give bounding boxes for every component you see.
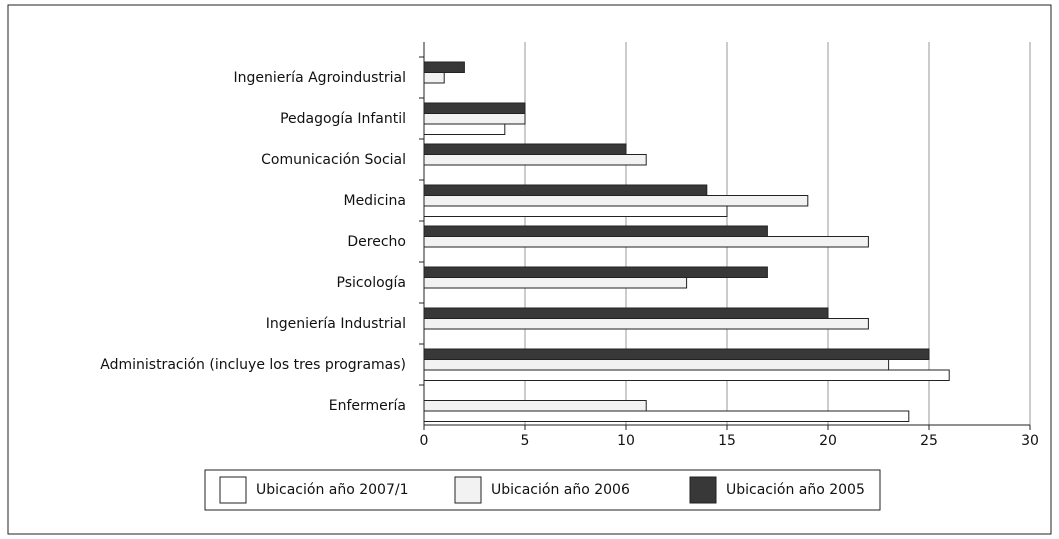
bar — [423, 72, 445, 84]
bar — [423, 123, 506, 135]
x-tick-label: 15 — [718, 433, 736, 449]
bar — [423, 225, 768, 237]
bar — [423, 359, 890, 371]
x-tick-label: 10 — [617, 433, 635, 449]
bar — [423, 143, 627, 155]
bar — [423, 318, 869, 330]
y-tick-label: Psicología — [337, 275, 406, 291]
legend-label: Ubicación año 2007/1 — [256, 482, 409, 498]
bar — [423, 277, 688, 289]
bar — [423, 266, 768, 278]
bar — [423, 400, 647, 412]
legend-swatch — [454, 476, 482, 504]
y-tick-label: Pedagogía Infantil — [280, 111, 406, 127]
y-tick-label: Derecho — [347, 234, 406, 250]
bar — [423, 205, 728, 217]
bar — [423, 348, 930, 360]
legend-box — [204, 469, 881, 511]
x-tick-label: 30 — [1021, 433, 1039, 449]
legend-swatch — [219, 476, 247, 504]
y-tick-label: Ingeniería Agroindustrial — [234, 70, 406, 86]
bar — [423, 236, 869, 248]
bar — [423, 102, 526, 114]
frame — [7, 4, 1052, 535]
legend-label: Ubicación año 2005 — [726, 482, 865, 498]
x-tick-label: 0 — [420, 433, 429, 449]
legend-label: Ubicación año 2006 — [491, 482, 630, 498]
bar — [423, 113, 526, 125]
y-tick-label: Administración (incluye los tres program… — [100, 357, 406, 373]
x-tick-label: 20 — [819, 433, 837, 449]
y-tick-label: Comunicación Social — [261, 152, 406, 168]
y-tick-label: Ingeniería Industrial — [266, 316, 406, 332]
y-tick-label: Medicina — [343, 193, 406, 209]
bar — [423, 195, 809, 207]
x-tick-label: 5 — [521, 433, 530, 449]
legend-swatch — [689, 476, 717, 504]
y-tick-label: Enfermería — [329, 398, 406, 414]
x-tick-label: 25 — [920, 433, 938, 449]
bar — [423, 369, 950, 381]
bar — [423, 154, 647, 166]
bar — [423, 184, 708, 196]
bar — [423, 307, 829, 319]
bar — [423, 61, 465, 73]
bar — [423, 410, 910, 422]
